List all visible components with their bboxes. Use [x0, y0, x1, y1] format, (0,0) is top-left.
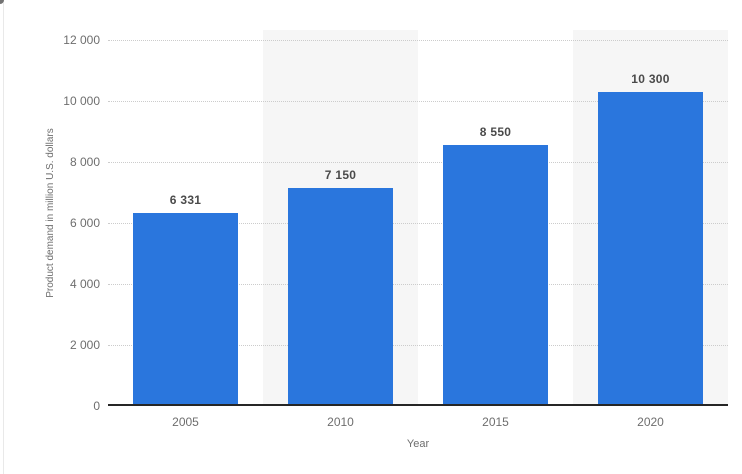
gridline	[108, 40, 728, 41]
y-tick-label: 6 000	[69, 216, 100, 230]
gridline	[108, 223, 728, 224]
plot-area: 6 331 7 150 8 550 10 300	[108, 30, 728, 406]
x-axis-line	[108, 404, 728, 406]
bar-2020[interactable]	[598, 91, 703, 404]
x-tick-label: 2020	[637, 415, 664, 429]
gridline	[108, 101, 728, 102]
y-axis-ticks: 0 2 000 4 000 6 000 8 000 10 000 12 000	[0, 30, 100, 413]
y-tick-label: 4 000	[69, 277, 100, 291]
data-label: 8 550	[479, 125, 512, 140]
x-tick-label: 2010	[327, 415, 354, 429]
x-tick-label: 2015	[482, 415, 509, 429]
bar-2015[interactable]	[443, 145, 548, 404]
y-tick-label: 0	[93, 399, 100, 413]
gridline	[108, 284, 728, 285]
x-axis-ticks: 2005 2010 2015 2020	[108, 414, 728, 430]
window-corner	[0, 0, 4, 4]
bar-2010[interactable]	[288, 187, 393, 404]
x-axis-title: Year	[406, 438, 430, 450]
x-tick-label: 2005	[172, 415, 199, 429]
gridline	[108, 345, 728, 346]
y-tick-label: 2 000	[69, 338, 100, 352]
y-tick-label: 10 000	[63, 94, 100, 108]
bar-2005[interactable]	[133, 212, 238, 404]
data-label: 10 300	[631, 71, 670, 86]
y-tick-label: 12 000	[63, 33, 100, 47]
gridline	[108, 162, 728, 163]
card-left-border	[3, 0, 4, 474]
data-label: 6 331	[169, 192, 202, 207]
y-tick-label: 8 000	[69, 155, 100, 169]
data-label: 7 150	[324, 167, 357, 182]
